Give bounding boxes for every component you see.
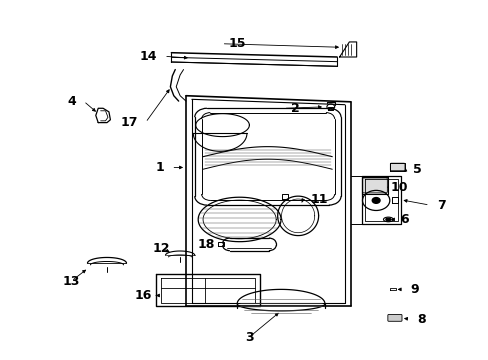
Circle shape bbox=[371, 198, 379, 203]
Text: 6: 6 bbox=[400, 213, 408, 226]
Text: 17: 17 bbox=[121, 116, 138, 129]
Text: 8: 8 bbox=[417, 312, 426, 326]
Text: 2: 2 bbox=[290, 102, 299, 115]
Text: 18: 18 bbox=[198, 238, 215, 251]
FancyBboxPatch shape bbox=[362, 178, 386, 193]
Text: 10: 10 bbox=[390, 181, 407, 194]
FancyBboxPatch shape bbox=[389, 163, 404, 171]
Text: 13: 13 bbox=[62, 275, 80, 288]
Text: 1: 1 bbox=[155, 161, 163, 174]
Text: 3: 3 bbox=[244, 330, 253, 343]
Text: 12: 12 bbox=[153, 242, 170, 255]
Text: 5: 5 bbox=[412, 163, 421, 176]
Text: 14: 14 bbox=[139, 50, 157, 63]
FancyBboxPatch shape bbox=[387, 315, 401, 321]
Text: 4: 4 bbox=[67, 95, 76, 108]
Ellipse shape bbox=[385, 218, 390, 221]
Text: 9: 9 bbox=[409, 283, 418, 296]
Text: 11: 11 bbox=[310, 193, 327, 206]
Text: 15: 15 bbox=[228, 37, 246, 50]
Text: 7: 7 bbox=[436, 199, 445, 212]
Text: 16: 16 bbox=[134, 289, 152, 302]
